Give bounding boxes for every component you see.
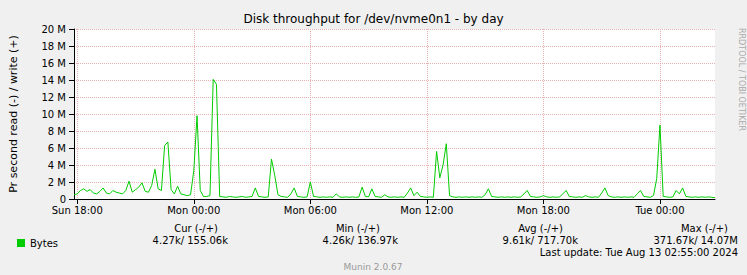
svg-text:4.26k/ 136.97k: 4.26k/ 136.97k <box>323 235 399 246</box>
svg-text:4 M: 4 M <box>48 160 66 171</box>
svg-text:10 M: 10 M <box>41 109 66 120</box>
svg-text:14 M: 14 M <box>41 75 66 86</box>
svg-text:Max (-/+): Max (-/+) <box>681 223 728 234</box>
svg-text:0: 0 <box>60 194 66 205</box>
svg-text:Avg (-/+): Avg (-/+) <box>518 223 563 234</box>
svg-text:Cur (-/+): Cur (-/+) <box>174 223 218 234</box>
svg-text:9.61k/ 717.70k: 9.61k/ 717.70k <box>503 235 579 246</box>
svg-text:Sun 18:00: Sun 18:00 <box>52 205 103 216</box>
svg-text:371.67k/ 14.07M: 371.67k/ 14.07M <box>653 235 738 246</box>
svg-text:Bytes: Bytes <box>30 238 58 249</box>
svg-text:16 M: 16 M <box>41 58 66 69</box>
svg-text:RRDTOOL / TOBI OETIKER: RRDTOOL / TOBI OETIKER <box>737 28 746 131</box>
svg-text:6 M: 6 M <box>48 143 66 154</box>
svg-text:Last update: Tue Aug 13 02:55:: Last update: Tue Aug 13 02:55:00 2024 <box>540 247 738 258</box>
svg-text:Mon 18:00: Mon 18:00 <box>517 205 570 216</box>
svg-text:Min (-/+): Min (-/+) <box>336 223 380 234</box>
svg-text:18 M: 18 M <box>41 41 66 52</box>
svg-text:Mon 12:00: Mon 12:00 <box>400 205 453 216</box>
svg-text:8 M: 8 M <box>48 126 66 137</box>
svg-text:20 M: 20 M <box>41 24 66 35</box>
svg-text:Mon 00:00: Mon 00:00 <box>167 205 220 216</box>
svg-text:Tue 00:00: Tue 00:00 <box>634 205 684 216</box>
svg-text:Disk throughput for /dev/nvme0: Disk throughput for /dev/nvme0n1 - by da… <box>243 12 503 26</box>
svg-text:2 M: 2 M <box>48 177 66 188</box>
svg-text:Munin 2.0.67: Munin 2.0.67 <box>344 262 403 272</box>
svg-text:12 M: 12 M <box>41 92 66 103</box>
svg-text:Mon 06:00: Mon 06:00 <box>284 205 337 216</box>
svg-text:Pr second read (-) / write (+): Pr second read (-) / write (+) <box>7 35 20 193</box>
svg-text:4.27k/ 155.06k: 4.27k/ 155.06k <box>153 235 229 246</box>
